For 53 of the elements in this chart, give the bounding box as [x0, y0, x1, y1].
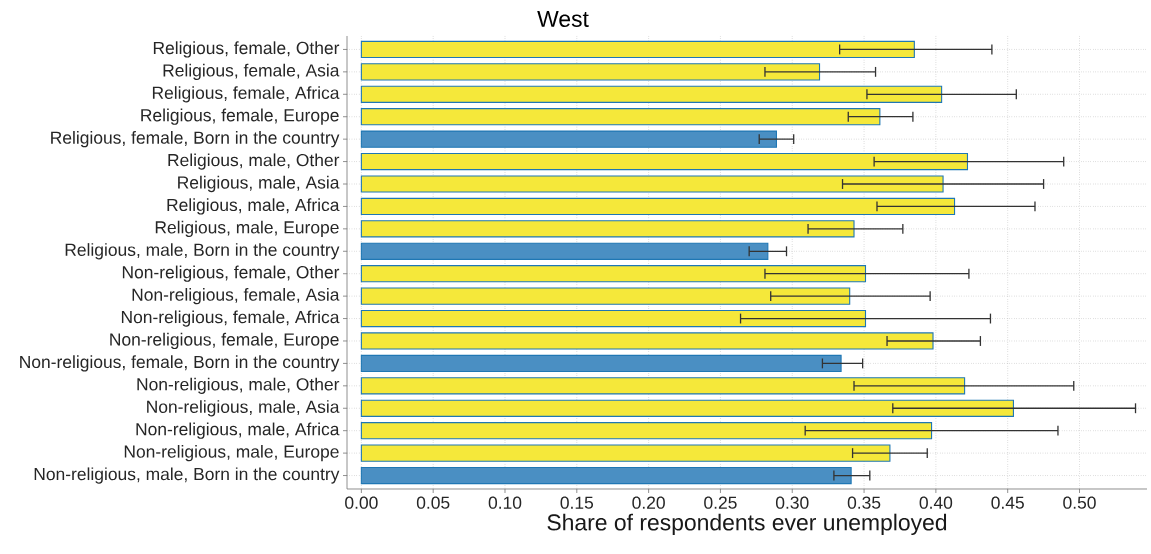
y-tick-label: Religious, female, Africa [152, 86, 340, 103]
bar [360, 332, 934, 350]
bar [360, 422, 933, 440]
x-tick-label: 0.10 [488, 496, 522, 509]
y-tick-label: Non-religious, male, Asia [147, 400, 340, 417]
x-tick-label: 0.15 [560, 496, 594, 509]
y-tick-label: Non-religious, female, Other [122, 265, 340, 282]
bar [360, 242, 769, 260]
y-tick-label: Religious, male, Asia [178, 175, 340, 193]
x-tick-label: 0.50 [1063, 496, 1096, 509]
bar [360, 63, 821, 81]
y-tick-label: Religious, male, Born in the country [65, 243, 340, 260]
x-tick-label: 0.20 [632, 496, 665, 509]
bar [360, 130, 777, 148]
bar [360, 85, 943, 103]
bar [360, 197, 956, 216]
y-tick-label: Religious, female, Asia [163, 63, 340, 80]
chart-title: West [537, 10, 589, 27]
x-tick-label: 0.35 [847, 496, 881, 509]
x-tick-label: 0.30 [775, 496, 809, 509]
y-tick-label: Religious, male, Europe [155, 220, 339, 237]
y-tick-label: Religious, male, Other [168, 153, 340, 170]
y-tick-label: Non-religious, male, Other [137, 377, 340, 394]
bar [360, 220, 855, 238]
y-tick-label: Religious, female, Other [153, 41, 340, 58]
bar [360, 265, 867, 283]
y-tick-label: Non-religious, female, Born in the country [20, 355, 340, 372]
y-tick-label: Religious, male, Africa [167, 198, 340, 215]
y-tick-label: Non-religious, male, Africa [136, 422, 340, 439]
bar [360, 309, 867, 328]
bar [360, 40, 915, 59]
bar [360, 444, 891, 462]
y-tick-label: Non-religious, female, Europe [110, 332, 339, 350]
bar [360, 466, 852, 485]
bar [360, 354, 842, 373]
x-tick-label: 0.00 [345, 496, 378, 509]
bar [360, 287, 851, 305]
x-tick-label: 0.45 [991, 496, 1024, 509]
y-tick-label: Non-religious, male, Born in the country [34, 467, 340, 484]
y-tick-label: Religious, female, Europe [141, 108, 339, 125]
bar [360, 399, 1014, 417]
x-tick-label: 0.25 [704, 496, 737, 509]
bar [360, 108, 881, 126]
bar [360, 377, 966, 395]
bar [360, 175, 944, 193]
y-tick-label: Non-religious, male, Europe [124, 444, 339, 462]
y-tick-label: Non-religious, female, Africa [121, 310, 340, 327]
x-axis-title: Share of respondents ever unemployed [547, 513, 947, 536]
y-tick-label: Religious, female, Born in the country [51, 131, 340, 148]
bar [360, 152, 969, 171]
y-tick-label: Non-religious, female, Asia [132, 288, 340, 305]
x-tick-label: 0.05 [416, 496, 450, 509]
x-tick-label: 0.40 [919, 496, 953, 509]
